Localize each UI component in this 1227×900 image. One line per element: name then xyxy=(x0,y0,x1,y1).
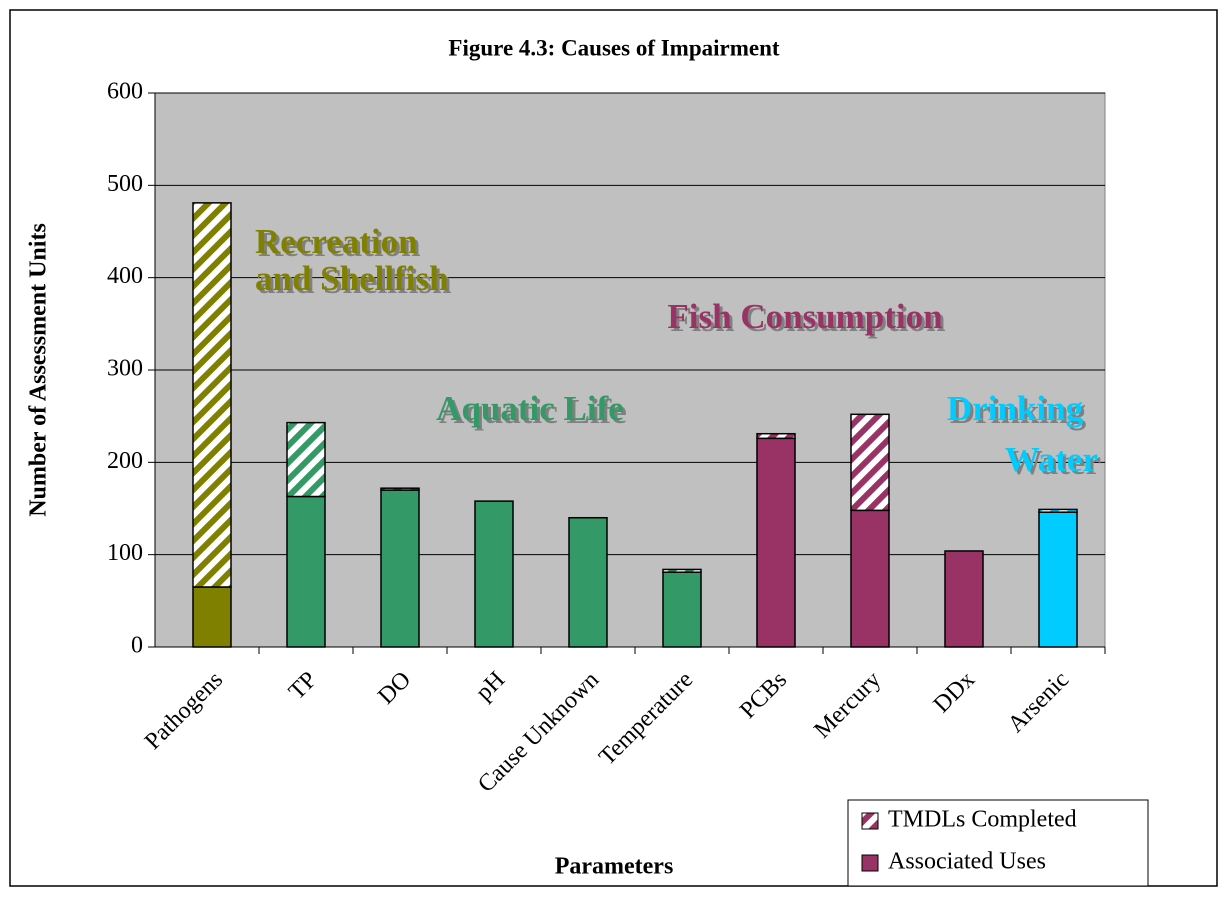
y-tick-label: 200 xyxy=(107,448,143,474)
legend-label: Associated Uses xyxy=(888,849,1046,875)
annotation: Aquatic Life xyxy=(436,389,624,428)
x-axis-title: Parameters xyxy=(555,854,674,880)
annotation-shadow: Water xyxy=(1008,443,1101,482)
bar-segment xyxy=(192,586,232,648)
bar-segment xyxy=(756,432,796,440)
y-tick-label: 300 xyxy=(107,356,143,382)
y-tick-label: 100 xyxy=(107,540,143,566)
bar-segment xyxy=(286,421,326,498)
y-tick-label: 600 xyxy=(107,79,143,105)
bar-segment xyxy=(662,568,702,573)
bar-segment xyxy=(944,550,984,648)
chart-title: Figure 4.3: Causes of Impairment xyxy=(448,35,779,60)
bar-segment xyxy=(662,571,702,648)
legend-label: TMDLs Completed xyxy=(888,807,1077,833)
bar-segment xyxy=(850,413,890,512)
legend-swatch xyxy=(861,812,879,830)
y-tick-label: 500 xyxy=(107,171,143,197)
bar-segment xyxy=(474,500,514,648)
bar-segment xyxy=(568,516,608,648)
bar-segment xyxy=(756,437,796,648)
annotation-shadow: Fish Consumption xyxy=(670,300,945,339)
bar-segment xyxy=(1038,508,1078,513)
annotation: Fish Consumption xyxy=(667,297,942,336)
annotation: Water xyxy=(1005,440,1098,479)
annotation: and Shellfish xyxy=(255,259,449,298)
legend-box xyxy=(847,799,1149,887)
y-tick-label: 400 xyxy=(107,263,143,289)
bar-segment xyxy=(380,487,420,491)
y-axis-title: Number of Assessment Units xyxy=(26,223,52,517)
bar-segment xyxy=(850,509,890,648)
annotation: Recreation xyxy=(255,222,418,261)
annotation-shadow: and Shellfish xyxy=(258,262,452,301)
bar-segment xyxy=(380,489,420,648)
bar-segment xyxy=(1038,511,1078,648)
y-tick-label: 0 xyxy=(131,633,143,659)
bar-segment xyxy=(286,495,326,648)
annotation-shadow: Drinking xyxy=(950,392,1087,431)
legend-swatch xyxy=(861,854,879,872)
annotation: Drinking xyxy=(947,389,1084,428)
annotation-shadow: Aquatic Life xyxy=(439,392,627,431)
annotation-shadow: Recreation xyxy=(258,225,421,264)
bar-segment xyxy=(192,202,232,588)
